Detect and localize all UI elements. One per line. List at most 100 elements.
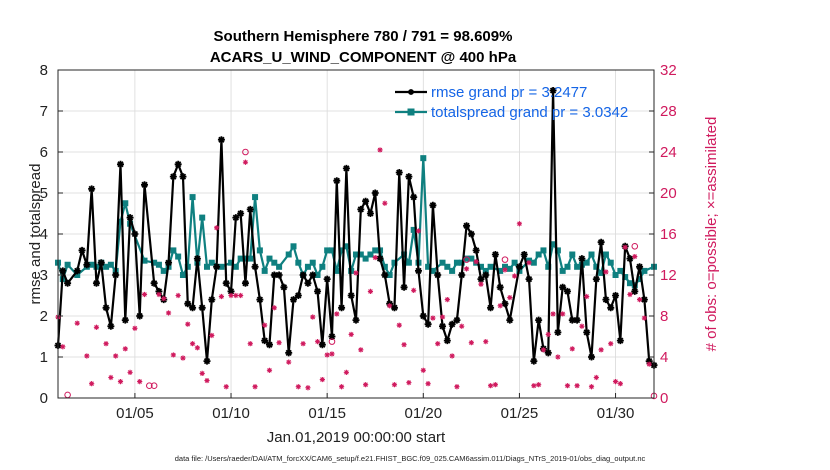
- rmse-point: [92, 279, 100, 287]
- rmse-point: [395, 169, 403, 176]
- obs-assimilated-marker: [492, 382, 498, 388]
- rmse-point: [275, 271, 283, 279]
- spread-point: [261, 267, 268, 274]
- spread-point: [309, 259, 316, 266]
- rmse-point: [597, 238, 605, 246]
- obs-assimilated-marker: [444, 297, 450, 303]
- obs-assimilated-marker: [319, 376, 325, 383]
- spread-point: [304, 263, 311, 270]
- obs-assimilated-marker: [228, 292, 234, 299]
- obs-assimilated-marker: [579, 323, 585, 329]
- obs-assimilated-marker: [391, 382, 398, 388]
- spread-point: [74, 272, 81, 278]
- spread-point: [228, 259, 235, 266]
- spread-point: [314, 272, 321, 278]
- x-tick-label: 01/20: [405, 405, 443, 422]
- spread-point: [511, 259, 518, 266]
- rmse-point: [491, 251, 499, 258]
- spread-point: [449, 267, 456, 274]
- spread-point: [266, 255, 273, 262]
- obs-assimilated-marker: [536, 382, 542, 388]
- rmse-point: [573, 316, 581, 324]
- obs-assimilated-marker: [512, 273, 518, 279]
- spread-point: [559, 267, 566, 274]
- obs-assimilated-marker: [435, 341, 441, 347]
- rmse-point: [636, 263, 644, 271]
- rmse-point: [357, 205, 365, 213]
- spread-point: [276, 263, 283, 270]
- rmse-point: [116, 160, 124, 168]
- obs-assimilated-marker: [396, 322, 402, 328]
- y-axis-right-label: # of obs: o=possible; ×=assimilated: [703, 117, 720, 352]
- spread-point: [425, 263, 432, 270]
- rmse-point: [107, 322, 115, 330]
- obs-possible-marker: [242, 148, 249, 156]
- legend-rmse-marker: [408, 89, 414, 95]
- rmse-point: [179, 173, 187, 181]
- spread-point: [530, 259, 537, 266]
- rmse-point: [563, 287, 571, 295]
- obs-assimilated-marker: [343, 369, 349, 375]
- obs-assimilated-marker: [189, 341, 196, 347]
- spread-point: [420, 155, 427, 162]
- rmse-point: [294, 292, 302, 299]
- rmse-point: [241, 279, 249, 287]
- obs-assimilated-marker: [141, 291, 148, 298]
- spread-point: [429, 267, 436, 274]
- obs-assimilated-marker: [526, 260, 532, 266]
- spread-point: [540, 247, 547, 254]
- rmse-point: [285, 349, 293, 357]
- spread-point: [497, 267, 504, 274]
- rmse-point: [482, 271, 490, 279]
- y-right-tick-label: 16: [660, 226, 677, 243]
- rmse-point: [155, 287, 163, 295]
- obs-assimilated-marker: [372, 254, 378, 261]
- rmse-point: [347, 292, 355, 299]
- rmse-point: [535, 316, 543, 324]
- spread-point: [554, 247, 561, 254]
- spread-point: [535, 251, 542, 258]
- obs-assimilated-marker: [127, 369, 133, 375]
- spread-point: [458, 259, 465, 266]
- rmse-point: [612, 292, 620, 299]
- obs-assimilated-marker: [300, 341, 306, 347]
- rmse-point: [97, 259, 105, 267]
- obs-assimilated-marker: [588, 384, 595, 390]
- rmse-point: [405, 173, 413, 181]
- rmse-point: [213, 263, 221, 271]
- rmse-point: [251, 263, 259, 271]
- x-tick-label: 01/25: [501, 405, 539, 422]
- obs-assimilated-marker: [406, 380, 412, 386]
- spread-point: [160, 267, 167, 274]
- obs-assimilated-marker: [497, 303, 503, 309]
- rmse-point: [414, 267, 422, 275]
- rmse-point: [583, 328, 591, 336]
- y-tick-label: 7: [40, 103, 48, 120]
- obs-assimilated-marker: [271, 305, 277, 311]
- obs-assimilated-marker: [108, 374, 114, 381]
- rmse-point: [78, 246, 86, 254]
- spread-point: [208, 259, 215, 266]
- rmse-point: [626, 255, 634, 263]
- y-tick-label: 5: [40, 185, 48, 202]
- legend-spread-marker: [407, 108, 415, 116]
- obs-assimilated-marker: [60, 344, 66, 350]
- x-tick-label: 01/15: [308, 405, 346, 422]
- spread-point: [357, 251, 364, 258]
- grid-lines: [58, 69, 654, 399]
- obs-assimilated-marker: [175, 292, 181, 299]
- obs-assimilated-marker: [550, 311, 556, 317]
- obs-assimilated-marker: [636, 297, 643, 303]
- obs-possible-marker: [64, 391, 71, 399]
- spread-point: [502, 263, 508, 270]
- rmse-point: [328, 333, 336, 340]
- rmse-point: [645, 357, 653, 365]
- rmse-point: [290, 296, 298, 304]
- rmse-point: [467, 230, 475, 238]
- obs-assimilated-marker: [598, 347, 604, 353]
- spread-point: [141, 257, 148, 264]
- x-tick-label: 01/30: [597, 405, 635, 422]
- obs-assimilated-marker: [454, 384, 460, 390]
- obs-assimilated-marker: [608, 341, 614, 347]
